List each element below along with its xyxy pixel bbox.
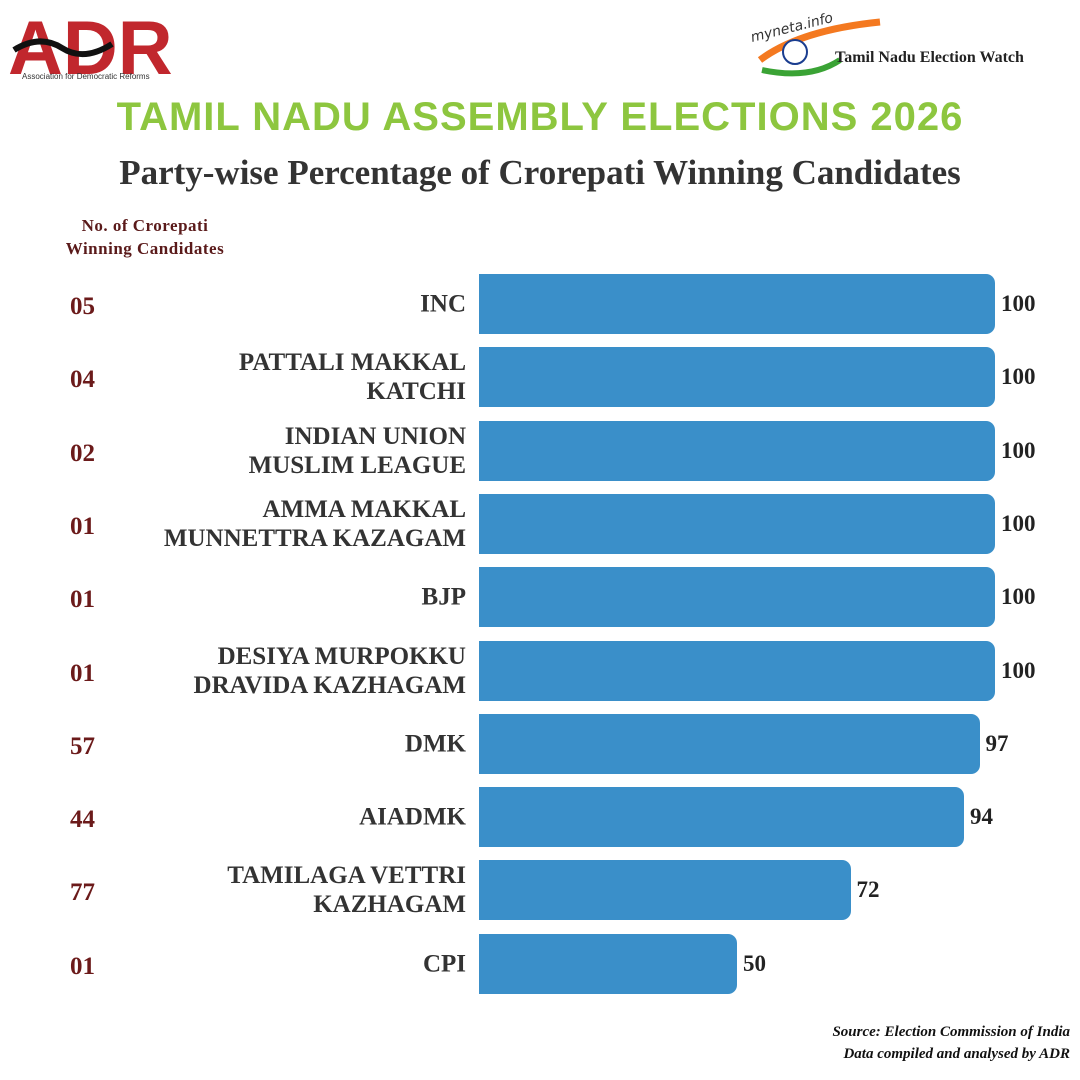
value-label: 100 <box>1001 364 1036 390</box>
bar <box>479 787 965 848</box>
count-label: 04 <box>70 366 95 394</box>
bar <box>479 933 737 994</box>
adr-swoosh <box>12 38 114 57</box>
value-label: 50 <box>743 950 766 976</box>
count-header: No. of Crorepati Winning Candidates <box>65 216 225 258</box>
bar <box>479 640 995 701</box>
category-label: CPI <box>422 950 466 978</box>
count-label: 01 <box>70 586 95 614</box>
bar <box>479 274 995 334</box>
count-label: 01 <box>70 952 95 980</box>
myneta-swoosh <box>757 18 881 63</box>
category-label: AMMA MAKKAL MUNNETTRA KAZAGAM <box>163 495 466 552</box>
bar <box>479 860 851 921</box>
value-label: 94 <box>970 804 994 830</box>
category-label: DESIYA MURPOKKU DRAVIDA KAZHAGAM <box>193 642 466 699</box>
value-label: 100 <box>1001 657 1036 683</box>
chart-subtitle: Party-wise Percentage of Crorepati Winni… <box>119 153 961 192</box>
value-label: 72 <box>856 877 880 903</box>
count-label: 05 <box>70 293 95 320</box>
count-label: 44 <box>70 806 95 834</box>
logos: ADR Association for Democratic Reforms m… <box>8 6 1024 90</box>
value-label: 97 <box>985 730 1009 756</box>
value-label: 100 <box>1001 510 1036 536</box>
category-label: TAMILAGA VETTRI KAZHAGAM <box>227 862 466 919</box>
count-label: 57 <box>70 732 95 760</box>
bar <box>479 347 995 408</box>
category-label: DMK <box>404 730 466 758</box>
source: Data compiled and analysed by ADR <box>843 1046 1070 1062</box>
category-label: BJP <box>421 583 466 611</box>
category-label: INDIAN UNION MUSLIM LEAGUE <box>248 422 466 479</box>
value-label: 100 <box>1001 291 1036 316</box>
myneta-wheel <box>782 39 808 65</box>
chart-title: TAMIL NADU ASSEMBLY ELECTIONS 2026 <box>116 95 964 139</box>
source: Source: Election Commission of India <box>832 1024 1070 1040</box>
adr-logo: ADR <box>8 6 173 90</box>
bar <box>479 713 980 774</box>
adr-tagline: Association for Democratic Reforms <box>22 72 150 81</box>
bar <box>479 420 995 481</box>
count-label: 77 <box>70 879 95 907</box>
count-label: 02 <box>70 439 95 467</box>
count-label: 01 <box>70 512 95 540</box>
myneta-swoosh <box>761 57 842 77</box>
bar <box>479 493 995 554</box>
count-label: 01 <box>70 659 95 687</box>
category-label: AIADMK <box>359 803 466 831</box>
category-label: INC <box>420 290 466 318</box>
watch-label: Tamil Nadu Election Watch <box>835 49 1024 66</box>
bar <box>479 567 995 628</box>
value-label: 100 <box>1001 437 1036 463</box>
value-label: 100 <box>1001 584 1036 610</box>
category-label: PATTALI MAKKAL KATCHI <box>238 349 466 406</box>
